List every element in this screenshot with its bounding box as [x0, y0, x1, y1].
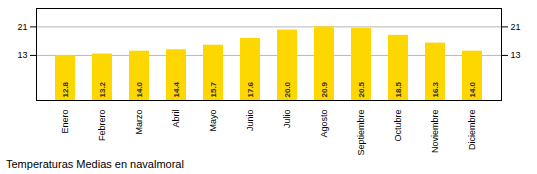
- svg-text:20.9: 20.9: [320, 81, 329, 97]
- svg-text:21: 21: [17, 22, 27, 32]
- svg-text:20.0: 20.0: [283, 81, 292, 97]
- svg-text:Diciembre: Diciembre: [467, 110, 477, 151]
- svg-text:13: 13: [511, 50, 521, 60]
- svg-text:Agosto: Agosto: [319, 110, 329, 138]
- svg-text:15.7: 15.7: [209, 81, 218, 97]
- svg-text:17.6: 17.6: [246, 81, 255, 97]
- svg-text:18.5: 18.5: [394, 81, 403, 97]
- svg-text:Junio: Junio: [245, 110, 255, 132]
- svg-text:14.0: 14.0: [468, 81, 477, 97]
- svg-text:Febrero: Febrero: [97, 110, 107, 142]
- svg-text:14.4: 14.4: [172, 81, 181, 97]
- svg-text:16.3: 16.3: [431, 81, 440, 97]
- svg-text:Septiembre: Septiembre: [356, 110, 366, 156]
- svg-text:Marzo: Marzo: [134, 110, 144, 135]
- svg-text:14.0: 14.0: [135, 81, 144, 97]
- svg-text:Julio: Julio: [282, 110, 292, 129]
- svg-text:Octubre: Octubre: [393, 110, 403, 142]
- html-text:Temperaturas Medias en navalmo: Temperaturas Medias en navalmoral: [6, 158, 184, 170]
- svg-text:Mayo: Mayo: [208, 110, 218, 132]
- svg-text:21: 21: [511, 22, 521, 32]
- svg-text:12.8: 12.8: [61, 81, 70, 97]
- svg-text:20.5: 20.5: [357, 81, 366, 97]
- svg-text:Noviembre: Noviembre: [430, 110, 440, 154]
- svg-text:Enero: Enero: [60, 110, 70, 134]
- svg-text:13: 13: [17, 50, 27, 60]
- svg-text:13.2: 13.2: [98, 81, 107, 97]
- svg-text:Abril: Abril: [171, 110, 181, 128]
